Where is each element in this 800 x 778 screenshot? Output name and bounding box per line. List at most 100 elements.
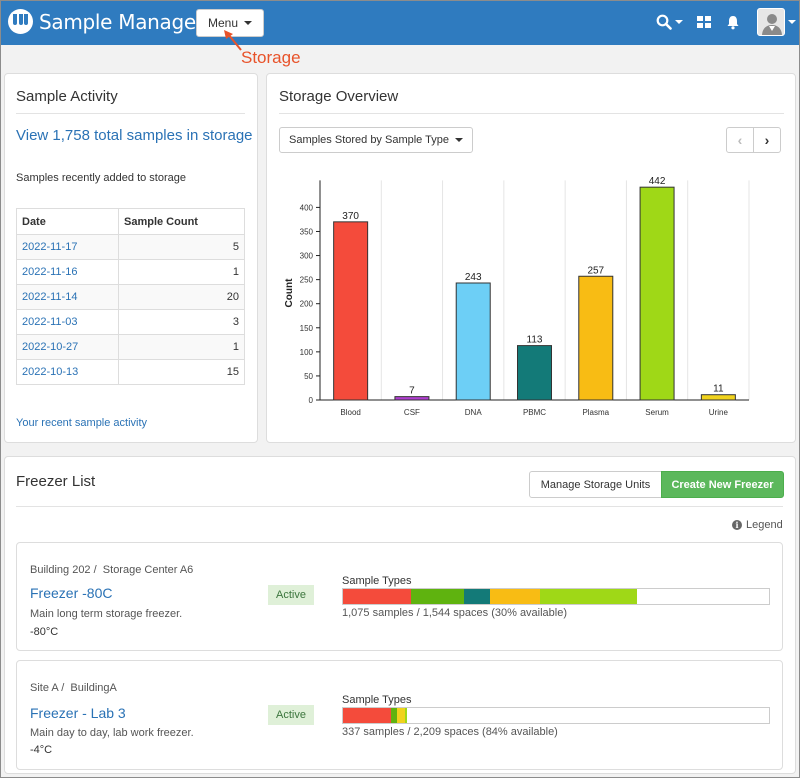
divider	[16, 113, 245, 114]
annotation-arrow-icon	[224, 30, 242, 51]
caret-down-icon	[244, 21, 253, 25]
bar-plasma	[578, 275, 614, 401]
bar-serum	[639, 186, 675, 401]
table-row: 2022-10-27 1	[16, 334, 245, 360]
table-header-row: Date Sample Count	[16, 208, 245, 235]
sample-count: 1	[118, 334, 245, 360]
y-tick-label: 150	[300, 324, 314, 333]
data-label: 11	[713, 384, 724, 395]
storage-usage-segment	[343, 589, 411, 604]
chart-type-dropdown[interactable]: Samples Stored by Sample Type	[279, 127, 473, 153]
menu-button-label: Menu	[207, 16, 239, 30]
divider	[279, 113, 784, 114]
x-tick-label: DNA	[465, 408, 483, 417]
info-icon: i	[732, 520, 742, 530]
sample-count: 15	[118, 359, 245, 385]
column-header-date[interactable]: Date	[16, 208, 119, 235]
caret-down-icon[interactable]	[788, 20, 796, 24]
bar-blood	[333, 221, 369, 401]
storage-usage-segment	[343, 708, 391, 723]
total-samples-link[interactable]: View 1,758 total samples in storage	[16, 127, 253, 144]
legend-toggle[interactable]: i Legend	[732, 519, 783, 531]
sample-types-label: Sample Types	[342, 694, 412, 706]
table-row: 2022-11-17 5	[16, 234, 245, 260]
samples-by-type-chart: 0 50 100 150 200 250 300 350 400 Count 370 Blood 7 CS…	[284, 176, 750, 417]
storage-overview-title: Storage Overview	[279, 88, 399, 105]
app-title[interactable]: Sample Manager	[39, 10, 204, 34]
date-link[interactable]: 2022-10-13	[16, 359, 119, 385]
status-badge: Active	[268, 585, 314, 605]
chevron-left-icon: ‹	[737, 132, 743, 148]
create-new-freezer-button[interactable]: Create New Freezer	[661, 471, 784, 498]
status-badge: Active	[268, 705, 314, 725]
menu-button[interactable]: Menu	[196, 9, 264, 37]
storage-usage-segment	[539, 589, 638, 604]
divider	[16, 506, 783, 507]
storage-usage-segment	[464, 589, 490, 604]
user-avatar[interactable]	[757, 8, 785, 36]
caret-down-icon	[675, 20, 683, 24]
previous-button[interactable]: ‹	[726, 127, 754, 153]
freezer-temperature: -80°C	[30, 626, 59, 638]
freezer-name-link[interactable]: Freezer -80C	[30, 585, 113, 601]
freezer-card: Building 202 / Storage Center A6 Freezer…	[16, 542, 783, 651]
app-header: Sample Manager Menu	[0, 0, 800, 45]
y-tick-label: 0	[309, 396, 314, 405]
data-label: 370	[342, 211, 359, 222]
sample-types-label: Sample Types	[342, 575, 412, 587]
x-tick-label: Blood	[340, 408, 360, 417]
table-row: 2022-11-14 20	[16, 284, 245, 310]
date-link[interactable]: 2022-10-27	[16, 334, 119, 360]
manage-storage-units-button[interactable]: Manage Storage Units	[529, 471, 662, 498]
date-link[interactable]: 2022-11-17	[16, 234, 119, 260]
storage-usage-segment	[404, 708, 408, 723]
grid-icon[interactable]	[697, 12, 711, 32]
table-row: 2022-10-13 15	[16, 359, 245, 385]
recent-activity-link[interactable]: Your recent sample activity	[16, 417, 148, 429]
date-link[interactable]: 2022-11-16	[16, 259, 119, 285]
search-icon[interactable]	[656, 12, 683, 32]
bell-icon[interactable]	[726, 12, 740, 32]
date-link[interactable]: 2022-11-03	[16, 309, 119, 335]
storage-usage-bar[interactable]	[342, 588, 770, 605]
data-label: 257	[587, 265, 604, 276]
chart-type-dropdown-label: Samples Stored by Sample Type	[289, 134, 449, 146]
next-button[interactable]: ›	[753, 127, 781, 153]
freezer-card: Site A / BuildingA Freezer - Lab 3 Main …	[16, 660, 783, 770]
storage-usage-caption: 337 samples / 2,209 spaces (84% availabl…	[342, 726, 558, 738]
y-axis-label: Count	[284, 278, 295, 308]
storage-usage-segment	[410, 589, 465, 604]
y-tick-label: 50	[304, 372, 313, 381]
sample-activity-title: Sample Activity	[16, 88, 118, 105]
legend-label: Legend	[746, 519, 783, 531]
location-crumb: Site A /	[30, 682, 65, 694]
y-tick-label: 250	[300, 276, 314, 285]
column-header-count[interactable]: Sample Count	[118, 208, 245, 235]
x-tick-label: Serum	[645, 408, 669, 417]
sublocation-crumb: Storage Center A6	[102, 564, 194, 576]
x-tick-label: CSF	[404, 408, 420, 417]
bar-csf	[394, 396, 430, 401]
storage-usage-segment	[390, 708, 397, 723]
y-tick-label: 100	[300, 348, 314, 357]
bar-urine	[700, 394, 736, 401]
x-tick-label: Plasma	[582, 408, 609, 417]
freezer-description: Main long term storage freezer.	[30, 608, 183, 620]
recent-samples-table: Date Sample Count 2022-11-17 5 2022-11-1…	[16, 208, 245, 385]
x-tick-label: PBMC	[523, 408, 546, 417]
freezer-location: Site A / BuildingA	[30, 682, 117, 694]
app-logo-icon[interactable]	[8, 9, 33, 34]
freezer-name-link[interactable]: Freezer - Lab 3	[30, 705, 126, 721]
caret-down-icon	[455, 138, 463, 142]
freezer-description: Main day to day, lab work freezer.	[30, 727, 194, 739]
storage-usage-bar[interactable]	[342, 707, 770, 724]
location-crumb: Building 202 /	[30, 564, 97, 576]
freezer-temperature: -4°C	[30, 744, 53, 756]
table-row: 2022-11-03 3	[16, 309, 245, 335]
table-row: 2022-11-16 1	[16, 259, 245, 285]
date-link[interactable]: 2022-11-14	[16, 284, 119, 310]
data-label: 243	[465, 272, 482, 283]
sample-count: 20	[118, 284, 245, 310]
data-label: 113	[527, 335, 543, 346]
y-tick-label: 200	[300, 300, 314, 309]
